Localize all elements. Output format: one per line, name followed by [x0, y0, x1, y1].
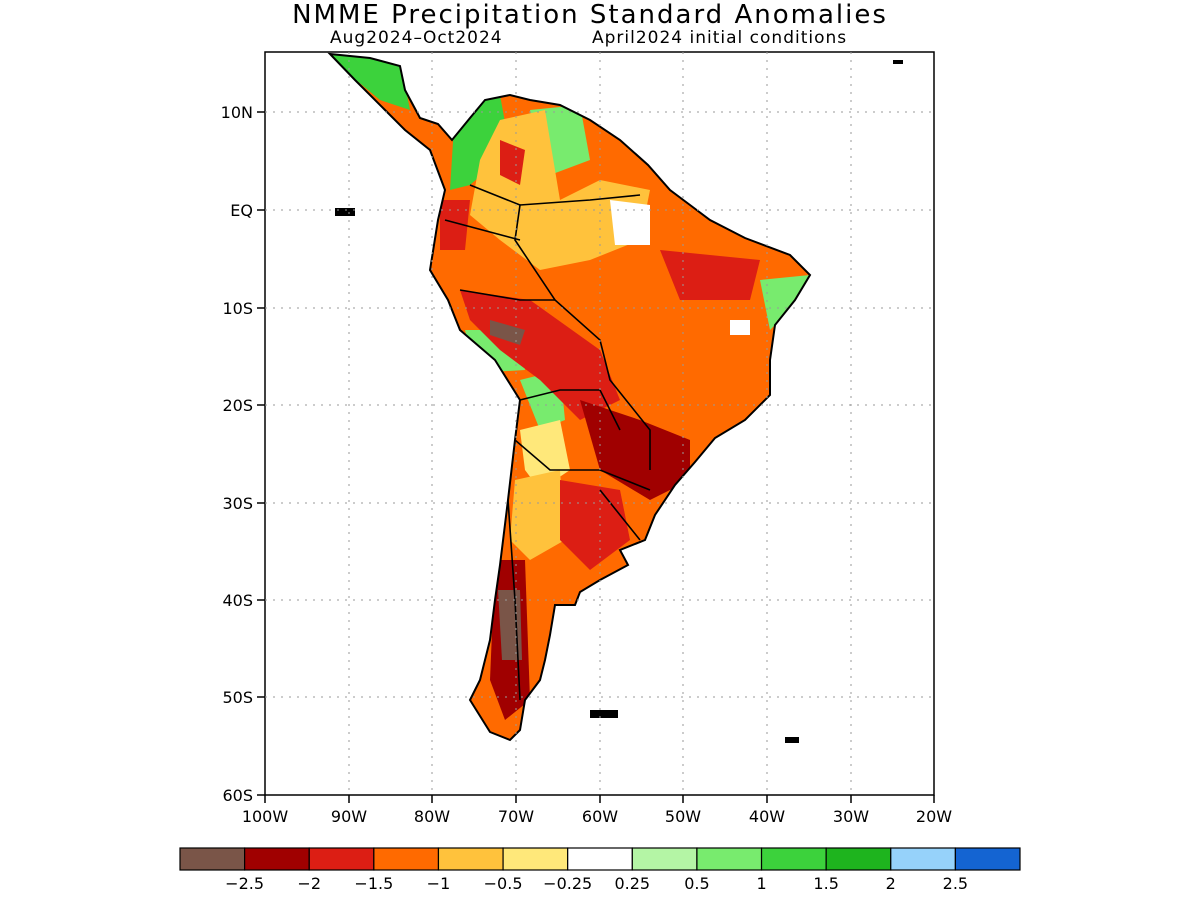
colorbar-swatch	[308, 847, 375, 871]
colorbar-swatch	[631, 847, 698, 871]
colorbar-label: −2	[297, 874, 321, 893]
colorbar-label: 0.5	[684, 874, 709, 893]
colorbar-swatch	[825, 847, 892, 871]
lat-label: EQ	[230, 201, 253, 220]
colorbar-swatch	[696, 847, 763, 871]
colorbar-label: −0.25	[543, 874, 592, 893]
longitude-labels: 100W 90W 80W 70W 60W 50W 40W 30W 20W	[242, 807, 952, 826]
lon-label: 40W	[749, 807, 785, 826]
colorbar-label: −1.5	[354, 874, 393, 893]
colorbar-swatch	[890, 847, 956, 871]
lon-label: 90W	[331, 807, 367, 826]
lon-label: 70W	[498, 807, 534, 826]
colorbar-label: 1.5	[813, 874, 838, 893]
colorbar-swatch	[760, 847, 827, 871]
lon-label: 80W	[414, 807, 450, 826]
colorbar-labels: −2.5 −2 −1.5 −1 −0.5 −0.25 0.25 0.5 1 1.5 2 2.5	[225, 874, 968, 893]
islands	[335, 60, 903, 743]
colorbar-swatch	[244, 847, 310, 871]
lat-label: 60S	[222, 786, 253, 805]
colorbar-label: −0.5	[484, 874, 523, 893]
forecast-period: Aug2024–Oct2024	[330, 28, 503, 48]
lon-label: 50W	[665, 807, 701, 826]
lat-label: 40S	[222, 591, 253, 610]
colorbar-swatch	[179, 847, 246, 871]
lon-label: 100W	[242, 807, 289, 826]
country-borders	[444, 184, 651, 701]
map-title: NMME Precipitation Standard Anomalies	[292, 0, 888, 30]
colorbar-label: 2.5	[943, 874, 968, 893]
colorbar-swatch	[437, 847, 504, 871]
colorbar-swatch	[954, 847, 1021, 871]
lat-label: 10S	[222, 299, 253, 318]
colorbar-swatch	[373, 847, 440, 871]
lon-label: 60W	[582, 807, 618, 826]
colorbar-label: −2.5	[225, 874, 264, 893]
colorbar-swatch	[567, 847, 633, 871]
axis-ticks	[257, 111, 935, 803]
coastlines	[327, 52, 812, 742]
initial-conditions: April2024 initial conditions	[592, 28, 848, 48]
colorbar-label: 0.25	[614, 874, 650, 893]
lon-label: 20W	[916, 807, 952, 826]
lat-label: 50S	[222, 688, 253, 707]
lat-label: 10N	[221, 103, 253, 122]
latitude-labels: 10N EQ 10S 20S 30S 40S 50S 60S	[221, 103, 253, 805]
colorbar-label: 2	[886, 874, 896, 893]
lon-label: 30W	[833, 807, 869, 826]
lat-label: 30S	[222, 494, 253, 513]
colorbar-label: 1	[756, 874, 766, 893]
colorbar	[179, 847, 1021, 871]
lat-label: 20S	[222, 396, 253, 415]
colorbar-label: −1	[427, 874, 451, 893]
colorbar-swatch	[502, 847, 569, 871]
